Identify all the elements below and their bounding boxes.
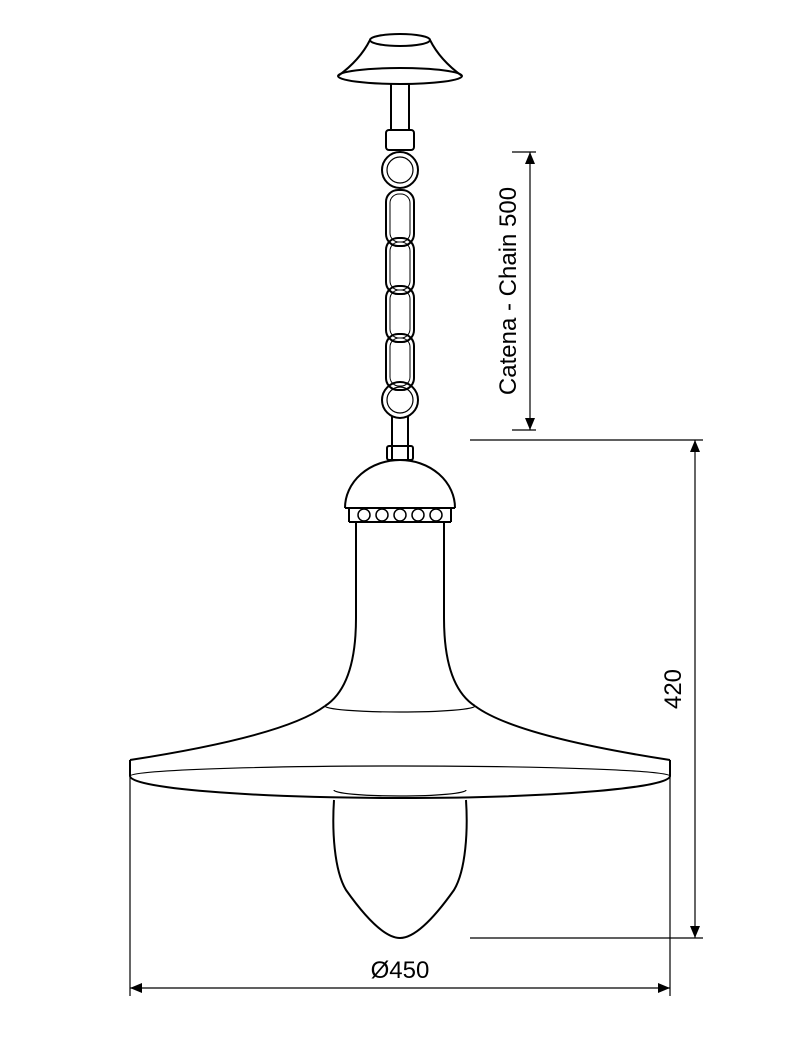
diameter-dimension-label: Ø450 bbox=[371, 957, 430, 984]
height-dimension-label: 420 bbox=[660, 669, 687, 709]
technical-drawing: Catena - Chain 500 420 Ø450 bbox=[0, 0, 800, 1037]
chain-dimension-label: Catena - Chain 500 bbox=[495, 187, 522, 395]
